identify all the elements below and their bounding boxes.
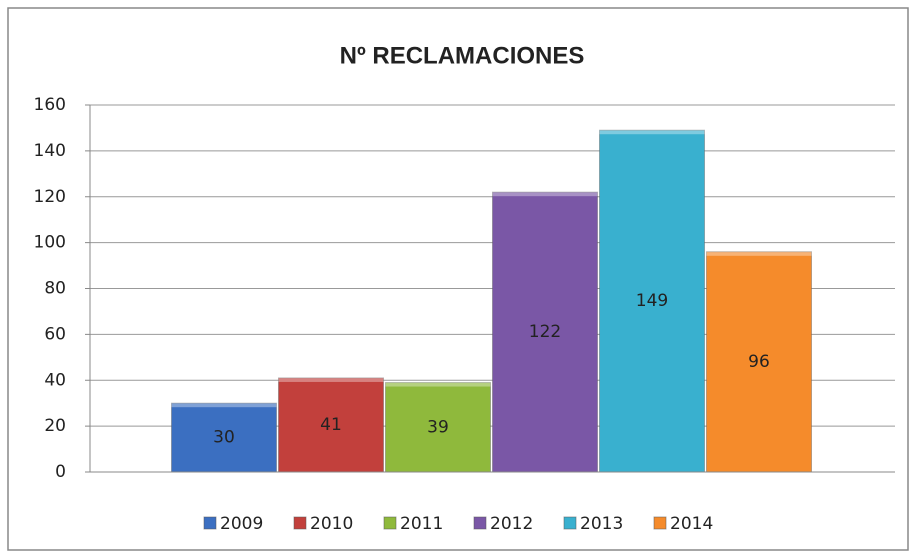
data-label: 30 bbox=[213, 428, 235, 448]
legend-swatch bbox=[293, 516, 307, 530]
legend-label: 2009 bbox=[220, 514, 263, 534]
legend-label: 2013 bbox=[580, 514, 623, 534]
data-label: 96 bbox=[748, 352, 770, 372]
bar bbox=[706, 251, 812, 473]
legend-swatch bbox=[383, 516, 397, 530]
bar bbox=[171, 402, 277, 473]
legend-label: 2010 bbox=[310, 514, 353, 534]
data-label: 122 bbox=[529, 322, 561, 342]
bar bbox=[385, 382, 491, 473]
y-tick-label: 160 bbox=[34, 95, 66, 115]
bar bbox=[492, 191, 598, 473]
y-tick-label: 120 bbox=[34, 187, 66, 207]
data-label: 39 bbox=[427, 417, 449, 437]
legend-swatch bbox=[473, 516, 487, 530]
y-tick-label: 20 bbox=[44, 416, 66, 436]
bar-highlight bbox=[706, 251, 812, 256]
y-tick-label: 100 bbox=[34, 233, 66, 253]
y-tick-label: 60 bbox=[44, 324, 66, 344]
y-tick-label: 40 bbox=[44, 370, 66, 390]
bar-highlight bbox=[385, 382, 491, 387]
data-label: 41 bbox=[320, 415, 342, 435]
y-tick-label: 140 bbox=[34, 141, 66, 161]
bar-highlight bbox=[278, 377, 384, 382]
legend-label: 2011 bbox=[400, 514, 443, 534]
bar-highlight bbox=[599, 130, 705, 135]
y-tick-label: 0 bbox=[55, 462, 66, 482]
data-label: 149 bbox=[636, 291, 668, 311]
legend-swatch bbox=[203, 516, 217, 530]
legend-label: 2012 bbox=[490, 514, 533, 534]
bar-highlight bbox=[171, 403, 277, 408]
bar-highlight bbox=[492, 192, 598, 197]
y-tick-label: 80 bbox=[44, 279, 66, 299]
bar bbox=[278, 377, 384, 473]
chart-title: Nº RECLAMACIONES bbox=[340, 42, 585, 69]
legend-label: 2014 bbox=[670, 514, 713, 534]
legend-swatch bbox=[563, 516, 577, 530]
legend-swatch bbox=[653, 516, 667, 530]
